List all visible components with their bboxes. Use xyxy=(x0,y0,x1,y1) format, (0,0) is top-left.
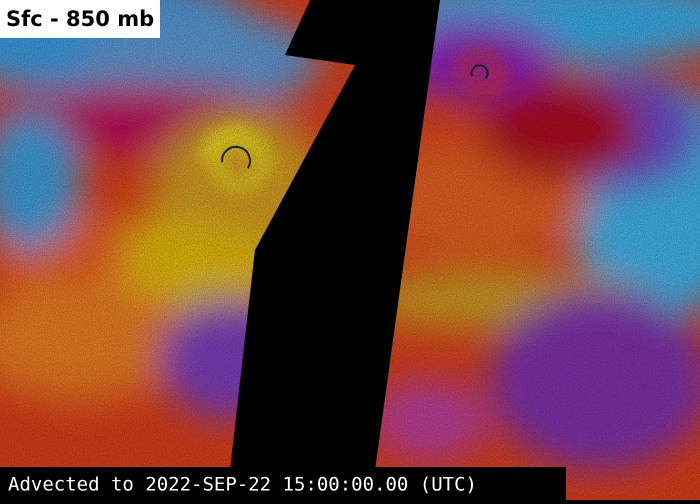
data-gap-swath xyxy=(230,0,440,470)
timestamp: Advected to 2022-SEP-22 15:00:00.00 (UTC… xyxy=(8,474,477,496)
title-box xyxy=(0,0,160,38)
timestamp-bar xyxy=(0,467,566,500)
title: Sfc - 850 mb xyxy=(6,7,154,31)
